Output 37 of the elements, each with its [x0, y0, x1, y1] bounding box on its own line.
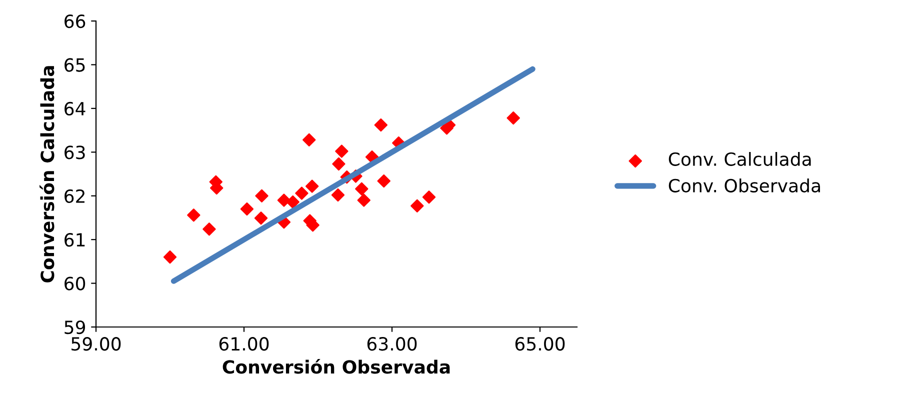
point	[355, 182, 368, 196]
x-tick-label: 63.00	[367, 337, 417, 351]
point	[286, 195, 300, 209]
point	[335, 144, 348, 158]
y-tick-label: 62	[64, 189, 84, 203]
legend-label: Conv. Observada	[668, 178, 820, 192]
y-tick-label: 63	[64, 146, 85, 160]
point	[187, 208, 200, 222]
point	[202, 222, 216, 236]
point	[305, 180, 319, 193]
x-tick-label: 59.00	[72, 337, 121, 351]
point	[410, 199, 424, 212]
point	[377, 174, 390, 188]
y-tick-label: 65	[64, 58, 85, 72]
y-tick-label: 66	[64, 14, 86, 28]
point	[506, 111, 520, 125]
y-tick-label: 59	[64, 320, 86, 334]
point	[255, 189, 268, 202]
y-tick-label: 60	[64, 276, 86, 290]
y-tick-label: 64	[64, 102, 86, 116]
point	[422, 190, 436, 204]
y-axis-title: Conversión Calculada	[40, 66, 54, 282]
point	[332, 157, 346, 171]
x-axis-title: Conversión Observada	[222, 359, 450, 374]
y-tick-label: 61	[64, 233, 85, 247]
point	[163, 250, 177, 264]
point	[277, 194, 291, 207]
point	[331, 188, 345, 202]
point	[254, 212, 268, 225]
point	[240, 202, 254, 216]
x-tick-label: 61.00	[219, 337, 269, 351]
point	[295, 186, 308, 200]
point	[357, 194, 370, 207]
x-tick-label: 65.00	[515, 337, 565, 351]
legend-label: Conv. Calculada	[668, 152, 811, 166]
point	[302, 133, 316, 146]
point	[374, 118, 388, 132]
